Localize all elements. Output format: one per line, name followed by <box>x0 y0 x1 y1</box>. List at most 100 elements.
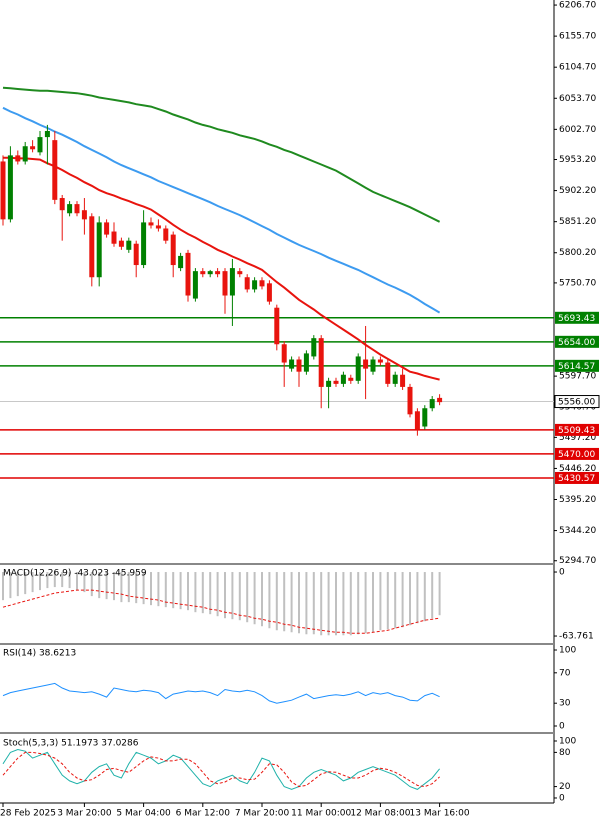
level-label: 5654.00 <box>558 338 595 348</box>
candle-body <box>22 146 28 162</box>
candle-body <box>0 161 6 220</box>
macd-bar <box>431 572 434 619</box>
macd-bar <box>172 572 175 609</box>
macd-bar <box>312 572 315 635</box>
candle-body <box>392 374 398 384</box>
macd-bar <box>246 572 249 623</box>
macd-bar <box>16 572 19 597</box>
macd-bar <box>105 572 108 600</box>
candle-body <box>326 380 332 387</box>
y-tick-label: 0 <box>559 721 565 731</box>
y-tick-label: 6002.70 <box>559 125 596 135</box>
candle-body <box>385 362 391 384</box>
y-tick-label: 5851.20 <box>559 217 596 227</box>
moving-average <box>2 106 441 314</box>
candle-body <box>126 240 132 250</box>
macd-bar <box>394 572 397 629</box>
candle-body <box>215 271 221 275</box>
y-tick-label: 0 <box>559 793 565 803</box>
candle-body <box>15 155 21 162</box>
candle-body <box>37 137 43 153</box>
x-tick-label: 28 Feb 2025 <box>0 809 56 819</box>
macd-bar <box>216 572 219 617</box>
y-tick-label: 6155.70 <box>559 32 596 42</box>
candle-body <box>118 240 124 247</box>
level-label: 5430.57 <box>558 474 595 484</box>
x-tick-label: 3 Mar 20:00 <box>57 809 112 819</box>
y-tick-label: 5395.20 <box>559 495 596 505</box>
macd-bar <box>268 572 271 629</box>
panel-title: Stoch(5,3,3) 51.1973 37.0286 <box>3 739 139 749</box>
macd-bar <box>179 572 182 610</box>
macd-bar <box>127 572 130 603</box>
candle-body <box>237 271 243 275</box>
y-tick-label: -63.761 <box>559 632 594 642</box>
y-tick-label: 6206.70 <box>559 1 596 11</box>
macd-bar <box>364 572 367 634</box>
y-tick-label: 5902.20 <box>559 186 596 196</box>
candle-body <box>363 359 369 369</box>
macd-bar <box>224 572 226 619</box>
y-tick-label: 5597.70 <box>559 372 596 382</box>
y-tick-label: 100 <box>559 646 576 656</box>
candle-body <box>222 271 228 296</box>
x-tick-label: 13 Mar 16:00 <box>410 809 470 819</box>
macd-bar <box>39 572 41 591</box>
candle-body <box>52 140 58 200</box>
last-price-label: 5556.00 <box>558 398 595 408</box>
macd-bar <box>349 572 352 636</box>
indicator-line <box>2 682 440 704</box>
y-tick-label: 5294.70 <box>559 556 596 566</box>
x-tick-label: 5 Mar 04:00 <box>116 809 171 819</box>
y-tick-label: 5497.20 <box>559 433 596 443</box>
candle-body <box>74 204 80 214</box>
candle-body <box>355 356 361 381</box>
candle-body <box>407 386 413 415</box>
x-tick-label: 11 Mar 00:00 <box>291 809 351 819</box>
level-label: 5693.43 <box>558 314 595 324</box>
macd-bar <box>253 572 256 625</box>
macd-signal <box>2 589 440 634</box>
macd-bar <box>31 572 34 593</box>
y-tick-label: 5800.20 <box>559 248 596 258</box>
macd-bar <box>135 572 138 604</box>
candle-body <box>148 222 154 226</box>
macd-bar <box>438 572 441 616</box>
level-label: 5509.43 <box>558 426 595 436</box>
level-label-box <box>555 311 599 324</box>
candle-body <box>185 252 191 296</box>
macd-bar <box>298 572 300 634</box>
y-tick-label: 70 <box>559 668 571 678</box>
macd-bar <box>305 572 308 635</box>
candle-body <box>89 216 95 278</box>
y-tick-label: 100 <box>559 736 576 746</box>
candle-body <box>333 380 339 384</box>
candle-body <box>252 280 258 290</box>
macd-bar <box>261 572 263 627</box>
candle-body <box>318 338 324 387</box>
candle-body <box>414 411 420 430</box>
y-tick-label: 5344.20 <box>559 526 596 536</box>
candle-body <box>437 397 443 403</box>
x-tick-label: 6 Mar 12:00 <box>176 809 231 819</box>
level-label-box <box>555 335 599 348</box>
candle-body <box>303 353 309 372</box>
y-tick-label: 5446.20 <box>559 464 596 474</box>
macd-bar <box>9 572 12 599</box>
macd-bar <box>194 572 197 613</box>
macd-bar <box>423 572 426 622</box>
macd-bar <box>120 572 123 603</box>
candle-body <box>200 271 206 275</box>
candle-body <box>163 228 169 241</box>
panel-title: MACD(12,26,9) -43.023 -45.959 <box>3 569 147 579</box>
y-tick-label: 6053.70 <box>559 94 596 104</box>
candle-body <box>259 280 265 287</box>
macd-bar <box>187 572 189 611</box>
macd-bar <box>416 572 419 624</box>
level-label-box <box>555 359 599 372</box>
macd-bar <box>275 572 278 631</box>
macd-bar <box>379 572 382 631</box>
macd-bar <box>209 572 212 615</box>
